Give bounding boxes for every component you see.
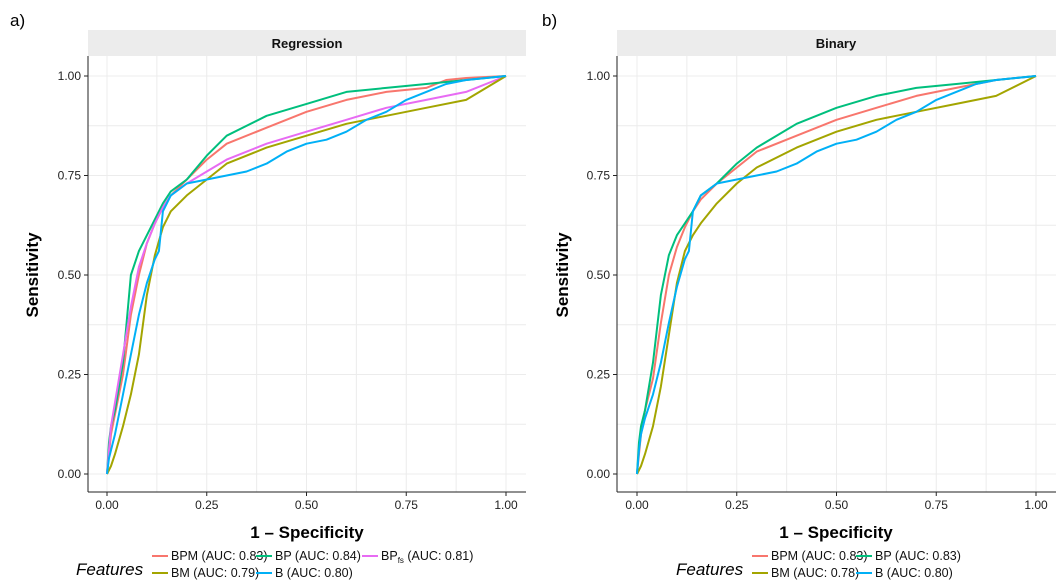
x-tick-label: 0.25	[195, 498, 219, 512]
legend-title: Features	[676, 560, 744, 579]
legend-label: BP (AUC: 0.83)	[875, 549, 961, 563]
legend-label: B (AUC: 0.80)	[275, 566, 353, 580]
panel-regression: a) Regression 0.00 0.25 0.50 0.75 1.00 0.00 0.…	[10, 11, 526, 580]
y-tick-label: 0.25	[58, 368, 82, 382]
facet-title: Binary	[816, 36, 857, 51]
y-axis-title: Sensitivity	[553, 232, 572, 318]
facet-strip	[88, 30, 526, 56]
legend-item-bpm: BPM (AUC: 0.83)	[152, 549, 268, 563]
x-tick-label: 0.00	[625, 498, 649, 512]
roc-curve-bp	[106, 75, 507, 475]
x-tick-label: 0.25	[725, 498, 749, 512]
legend-label: BP (AUC: 0.84)	[275, 549, 361, 563]
legend-label: BPM (AUC: 0.83)	[171, 549, 268, 563]
y-tick-label: 0.50	[58, 268, 82, 282]
x-tick-label: 0.75	[395, 498, 419, 512]
y-tick-label: 1.00	[58, 69, 82, 83]
legend-label: BM (AUC: 0.78)	[771, 566, 859, 580]
y-tick-label: 0.00	[587, 467, 611, 481]
y-tick-label: 0.75	[58, 169, 82, 183]
panel-letter-b: b)	[542, 11, 557, 30]
x-tick-label: 0.75	[925, 498, 949, 512]
legend-label: BM (AUC: 0.79)	[171, 566, 259, 580]
roc-curve-b	[636, 75, 1037, 475]
y-axis-title: Sensitivity	[23, 232, 42, 318]
legend-item-bm: BM (AUC: 0.79)	[152, 566, 259, 580]
legend-label: B (AUC: 0.80)	[875, 566, 953, 580]
facet-title: Regression	[272, 36, 343, 51]
facet-strip	[617, 30, 1056, 56]
legend-item-bm: BM (AUC: 0.78)	[752, 566, 859, 580]
panel-binary: b) Binary 0.00 0.25 0.50 0.75 1.00 0.00 0.25 0.…	[542, 11, 1056, 580]
x-tick-label: 0.50	[295, 498, 319, 512]
legend-label: BPfs (AUC: 0.81)	[381, 549, 473, 565]
x-tick-label: 1.00	[494, 498, 518, 512]
legend-title: Features	[76, 560, 144, 579]
y-tick-label: 0.50	[587, 268, 611, 282]
roc-curve-bpm	[636, 75, 1037, 475]
y-tick-label: 0.75	[587, 169, 611, 183]
x-axis-title: 1 – Specificity	[779, 523, 893, 542]
legend-item-bpm: BPM (AUC: 0.83)	[752, 549, 868, 563]
y-tick-label: 1.00	[587, 69, 611, 83]
y-tick-label: 0.00	[58, 467, 82, 481]
legend-item-bp: BP (AUC: 0.83)	[856, 549, 961, 563]
legend-item-bp: BP (AUC: 0.84)	[256, 549, 361, 563]
x-tick-label: 0.50	[825, 498, 849, 512]
legend-item-b: B (AUC: 0.80)	[256, 566, 353, 580]
x-tick-label: 1.00	[1024, 498, 1048, 512]
roc-curve-bm	[106, 75, 507, 475]
x-axis-title: 1 – Specificity	[250, 523, 364, 542]
x-tick-label: 0.00	[95, 498, 119, 512]
y-tick-label: 0.25	[587, 368, 611, 382]
legend-item-bpfs: BPfs (AUC: 0.81)	[362, 549, 473, 565]
legend-item-b: B (AUC: 0.80)	[856, 566, 953, 580]
panel-letter-a: a)	[10, 11, 25, 30]
roc-curve-bm	[636, 75, 1037, 475]
roc-curve-b	[106, 75, 507, 475]
legend-label: BPM (AUC: 0.83)	[771, 549, 868, 563]
